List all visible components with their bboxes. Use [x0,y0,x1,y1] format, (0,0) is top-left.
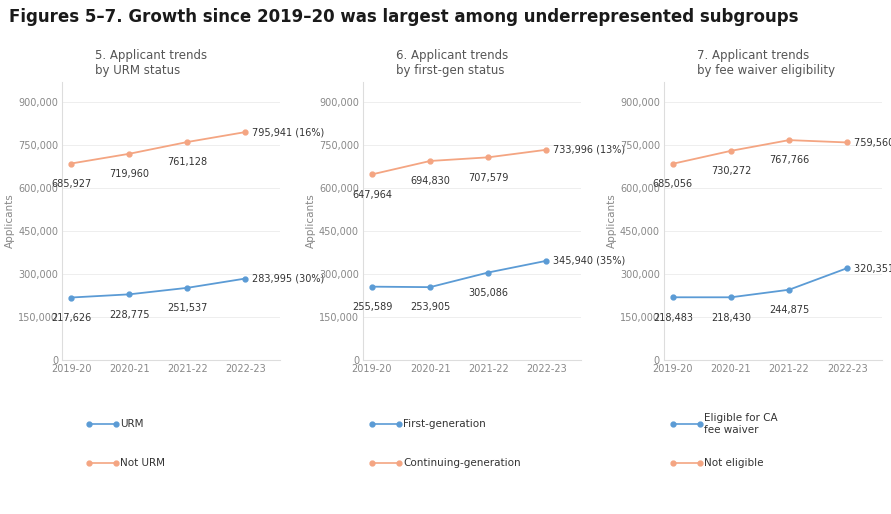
Y-axis label: Applicants: Applicants [607,194,617,248]
Y-axis label: Applicants: Applicants [307,194,316,248]
Text: 228,775: 228,775 [109,309,150,320]
Text: 251,537: 251,537 [168,303,208,313]
Text: 685,927: 685,927 [51,179,91,189]
Text: 694,830: 694,830 [410,176,450,186]
Text: 305,086: 305,086 [468,288,508,298]
Text: Not URM: Not URM [120,457,166,468]
Text: Eligible for CA
fee waiver: Eligible for CA fee waiver [704,413,778,435]
Text: Not eligible: Not eligible [704,457,764,468]
Text: 244,875: 244,875 [769,305,809,315]
Text: 218,483: 218,483 [653,313,693,323]
Text: URM: URM [120,419,143,429]
Text: 6. Applicant trends
by first-gen status: 6. Applicant trends by first-gen status [396,49,508,77]
Text: 647,964: 647,964 [352,190,392,199]
Text: Figures 5–7. Growth since 2019–20 was largest among underrepresented subgroups: Figures 5–7. Growth since 2019–20 was la… [9,8,798,26]
Text: 761,128: 761,128 [168,157,208,167]
Text: 217,626: 217,626 [51,313,91,323]
Text: 733,996 (13%): 733,996 (13%) [553,145,625,155]
Text: 795,941 (16%): 795,941 (16%) [252,127,324,137]
Text: 218,430: 218,430 [711,313,751,323]
Text: 759,560 (11%): 759,560 (11%) [854,137,891,148]
Text: 730,272: 730,272 [711,166,751,176]
Text: 685,056: 685,056 [653,179,693,189]
Text: 345,940 (35%): 345,940 (35%) [553,256,625,266]
Text: 255,589: 255,589 [352,302,392,312]
Y-axis label: Applicants: Applicants [5,194,15,248]
Text: 707,579: 707,579 [468,173,509,182]
Text: 767,766: 767,766 [769,155,809,166]
Text: 7. Applicant trends
by fee waiver eligibility: 7. Applicant trends by fee waiver eligib… [697,49,835,77]
Text: 320,351 (47%): 320,351 (47%) [854,263,891,273]
Text: 5. Applicant trends
by URM status: 5. Applicant trends by URM status [95,49,208,77]
Text: Continuing-generation: Continuing-generation [404,457,521,468]
Text: 283,995 (30%): 283,995 (30%) [252,273,324,284]
Text: 253,905: 253,905 [410,302,450,313]
Text: 719,960: 719,960 [110,169,149,179]
Text: First-generation: First-generation [404,419,486,429]
